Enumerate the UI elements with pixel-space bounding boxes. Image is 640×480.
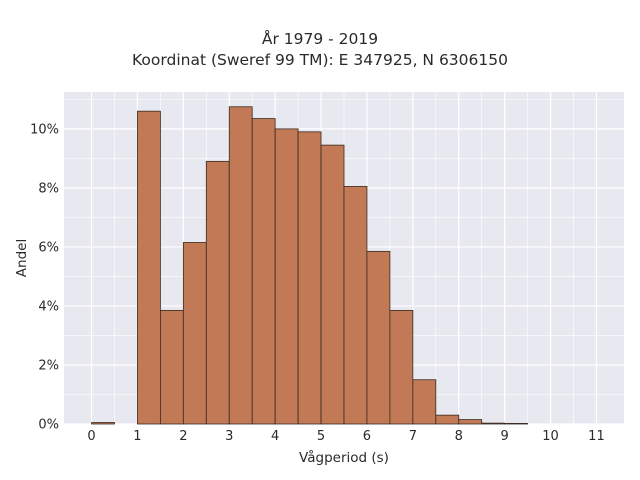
histogram-bar	[228, 106, 253, 425]
y-tick-label: 8%	[38, 181, 59, 196]
x-tick-label: 5	[317, 429, 325, 444]
histogram-bar	[182, 242, 207, 425]
histogram-bar	[137, 110, 161, 425]
bars	[91, 106, 529, 425]
x-tick-label: 9	[501, 429, 509, 444]
histogram-bar	[274, 128, 299, 425]
y-tick-labels: 0% 2% 4% 6% 8% 10%	[30, 122, 59, 432]
histogram-bar	[91, 422, 115, 425]
histogram-bar	[205, 160, 230, 425]
x-tick-label: 8	[455, 429, 463, 444]
histogram-bar	[389, 309, 414, 425]
histogram-bar	[366, 250, 391, 425]
histogram-bar	[251, 118, 276, 425]
y-tick-label: 10%	[30, 122, 59, 137]
histogram-bar	[412, 379, 437, 425]
x-tick-label: 0	[87, 429, 95, 444]
x-tick-label: 10	[542, 429, 559, 444]
x-tick-labels: 0 1 2 3 4 5 6 7 8 9 10 11	[87, 429, 604, 444]
x-tick-label: 7	[409, 429, 417, 444]
x-tick-label: 6	[363, 429, 371, 444]
x-tick-label: 3	[225, 429, 233, 444]
y-axis-title: Andel	[14, 239, 30, 277]
y-tick-label: 0%	[38, 418, 59, 433]
histogram-bar	[159, 309, 184, 425]
histogram-bar	[320, 144, 345, 425]
x-tick-label: 1	[133, 429, 141, 444]
chart-subtitle: Koordinat (Sweref 99 TM): E 347925, N 63…	[132, 51, 508, 69]
y-tick-label: 2%	[38, 358, 59, 373]
x-tick-label: 4	[271, 429, 279, 444]
x-tick-label: 2	[179, 429, 187, 444]
histogram-bar	[458, 419, 483, 425]
histogram-bar	[297, 131, 322, 425]
histogram-bar	[435, 414, 460, 425]
histogram-bar	[343, 186, 368, 425]
y-tick-label: 6%	[38, 240, 59, 255]
histogram-bar	[481, 422, 506, 425]
histogram-bar	[504, 423, 529, 425]
x-axis-title: Vågperiod (s)	[299, 449, 389, 466]
x-tick-label: 11	[588, 429, 605, 444]
y-tick-label: 4%	[38, 299, 59, 314]
chart-title: År 1979 - 2019	[261, 30, 379, 48]
